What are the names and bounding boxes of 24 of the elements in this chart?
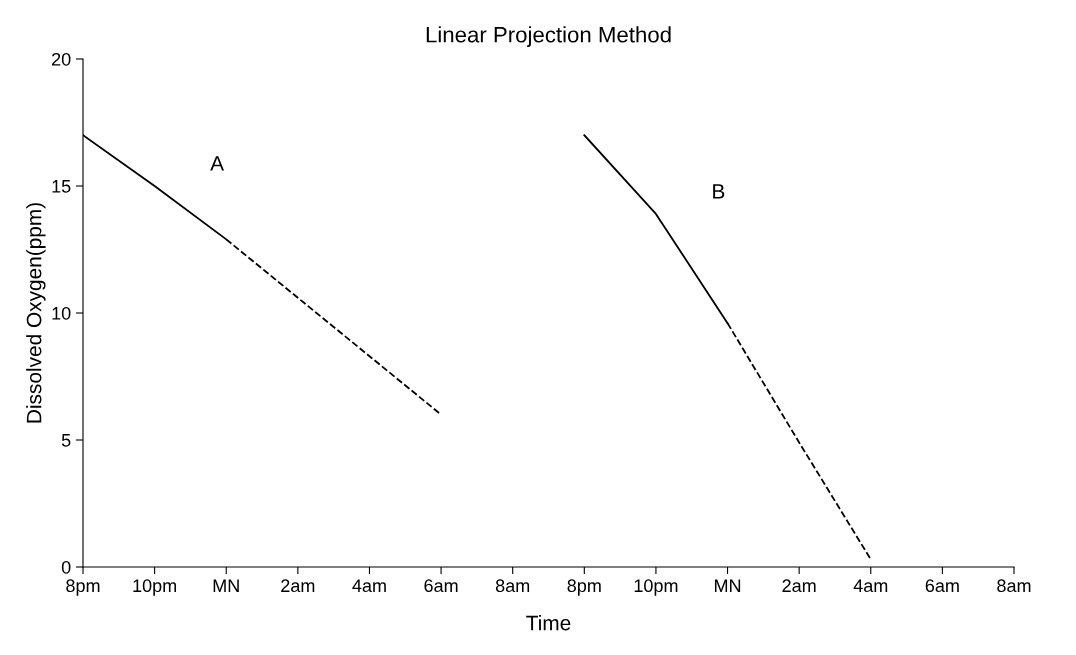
x-tick-label: 4am: [352, 579, 386, 593]
y-tick-label: 15: [52, 180, 71, 193]
y-tick-label: 20: [52, 52, 71, 66]
x-tick-label: MN: [213, 579, 239, 592]
x-tick-label: 6am: [925, 579, 959, 593]
x-tick-label: 4am: [853, 579, 888, 593]
x-tick-label: 8pm: [567, 579, 601, 596]
x-tick-label: MN: [714, 579, 741, 592]
text: A: [210, 156, 225, 171]
y-tick-label: 5: [61, 434, 71, 447]
x-tick-label: 10pm: [634, 579, 678, 596]
x-tick-label: 6am: [424, 579, 458, 593]
y-tick-label: 10: [52, 306, 71, 320]
chart-title: Linear Projection Method: [426, 26, 671, 47]
x-axis-title: Time: [526, 615, 571, 631]
x-tick-label: 8pm: [66, 579, 100, 596]
x-tick-label: 8am: [495, 579, 530, 593]
y-axis-title: Dissolved Oxygen(ppm): [26, 203, 46, 423]
x-tick-label: 10pm: [133, 579, 177, 596]
text: B: [713, 184, 725, 199]
x-tick-label: 8am: [997, 579, 1031, 593]
x-tick-label: 2am: [281, 579, 315, 593]
x-tick-label: 2am: [782, 579, 816, 593]
y-tick-label: 0: [61, 560, 71, 574]
